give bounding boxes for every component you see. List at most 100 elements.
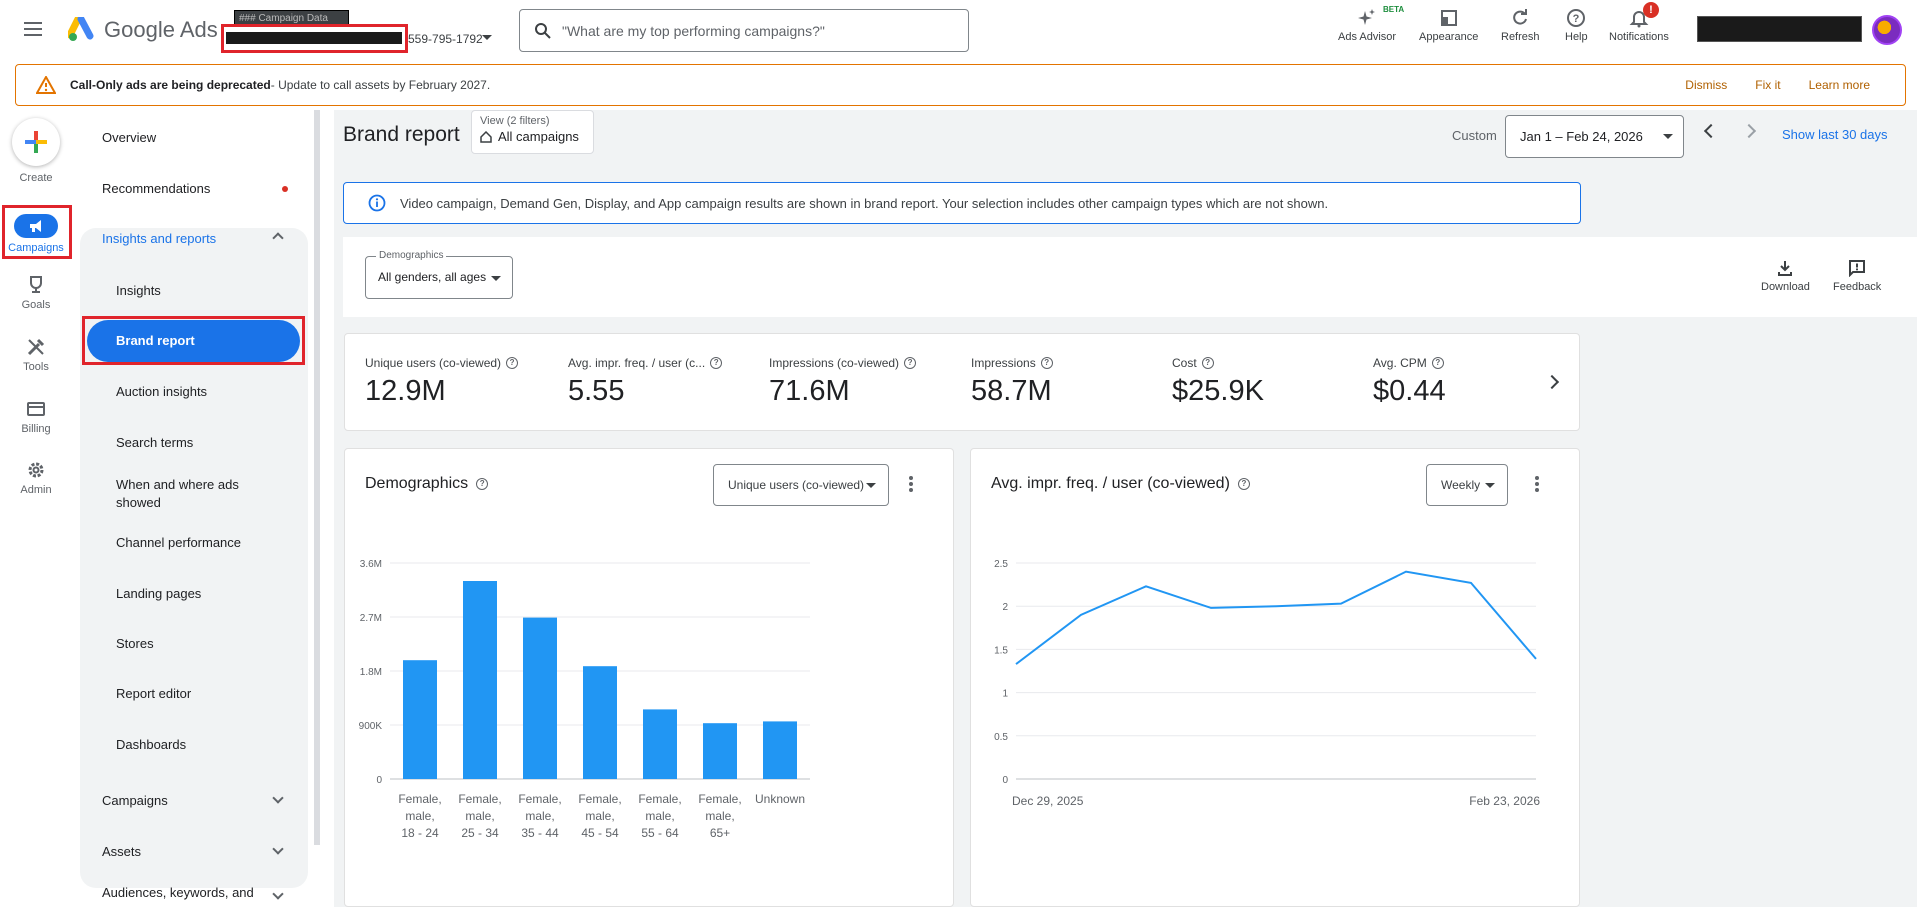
x-tick-label: male,: [465, 809, 494, 823]
x-tick-label: 25 - 34: [461, 826, 499, 840]
rail-billing[interactable]: Billing: [0, 399, 72, 435]
help-icon[interactable]: ?: [710, 357, 723, 369]
chevron-down-icon: [272, 843, 284, 855]
help-icon[interactable]: ?: [904, 357, 917, 369]
more-options-icon[interactable]: [1535, 476, 1539, 494]
download-button[interactable]: Download: [1761, 259, 1810, 293]
bell-icon: [1629, 11, 1649, 28]
sidebar-item-search-terms[interactable]: Search terms: [116, 435, 194, 450]
rail-admin[interactable]: Admin: [0, 460, 72, 496]
sidebar-item-campaigns[interactable]: Campaigns: [80, 786, 308, 816]
sidebar-item-channel-performance[interactable]: Channel performance: [116, 535, 242, 550]
help-button[interactable]: ? Help: [1565, 8, 1588, 43]
rail-campaigns[interactable]: Campaigns: [0, 214, 72, 254]
notifications-button[interactable]: Notifications: [1609, 8, 1669, 43]
y-tick-label: 2.5: [994, 559, 1008, 570]
create-label: Create: [19, 172, 53, 184]
help-icon[interactable]: ?: [1040, 357, 1053, 369]
download-icon: [1778, 261, 1793, 276]
account-name-redacted[interactable]: [226, 32, 402, 44]
sidebar-item-dashboards[interactable]: Dashboards: [116, 737, 187, 752]
avatar[interactable]: [1872, 15, 1902, 45]
google-ads-logo[interactable]: Google Ads: [68, 17, 218, 43]
dismiss-button[interactable]: Dismiss: [1685, 78, 1728, 92]
sidebar-item-insights[interactable]: Insights: [116, 283, 161, 298]
hamburger-menu-icon[interactable]: [24, 18, 50, 44]
rail-goals[interactable]: Goals: [0, 275, 72, 311]
plus-icon: [12, 118, 60, 166]
account-name-highlight: [221, 24, 408, 53]
appearance-button[interactable]: Appearance: [1419, 8, 1478, 43]
metric-label: Impressions: [971, 356, 1036, 370]
account-id[interactable]: 559-795-1792: [408, 32, 483, 46]
brand-report-highlight: [82, 316, 305, 365]
metric-impressions[interactable]: Impressions? 58.7M: [971, 356, 1053, 408]
x-tick-label: 35 - 44: [521, 826, 559, 840]
campaigns-nav-label: Campaigns: [102, 793, 168, 808]
metric-value: 71.6M: [769, 375, 850, 407]
sidebar-item-assets[interactable]: Assets: [80, 837, 308, 867]
billing-label: Billing: [21, 423, 51, 435]
metric-label: Cost: [1172, 356, 1197, 370]
demographics-bar-chart: 0 900K 1.8M 2.7M 3.6M Female, male, 18 - 24 Fema…: [359, 559, 810, 840]
account-chevron-down-icon[interactable]: [482, 35, 492, 40]
sidebar-item-auction-insights[interactable]: Auction insights: [116, 384, 208, 399]
show-last-30-days-link[interactable]: Show last 30 days: [1782, 127, 1888, 142]
sparkle-icon: [1358, 9, 1376, 25]
info-text: Video campaign, Demand Gen, Display, and…: [400, 195, 1329, 211]
x-tick-label: Female,: [518, 792, 561, 806]
metric-avg-freq[interactable]: Avg. impr. freq. / user (c...? 5.55: [568, 356, 723, 408]
help-icon[interactable]: ?: [1237, 478, 1250, 490]
fix-it-button[interactable]: Fix it: [1755, 78, 1781, 92]
sidebar-item-overview[interactable]: Overview: [102, 130, 157, 145]
bar: [643, 709, 677, 779]
x-tick-label: 65+: [710, 826, 730, 840]
metric-dropdown[interactable]: Unique users (co-viewed): [713, 464, 889, 506]
feedback-button[interactable]: Feedback: [1833, 259, 1881, 293]
sidebar-item-insights-reports[interactable]: Insights and reports: [80, 224, 308, 254]
more-options-icon[interactable]: [909, 476, 913, 494]
user-account-redacted[interactable]: [1697, 16, 1862, 42]
help-icon[interactable]: ?: [1431, 357, 1444, 369]
help-icon[interactable]: ?: [1201, 357, 1214, 369]
metric-avg-cpm[interactable]: Avg. CPM? $0.44: [1373, 356, 1446, 408]
rail-tools[interactable]: Tools: [0, 337, 72, 373]
sidebar-scrollbar[interactable]: [314, 110, 320, 845]
help-icon[interactable]: ?: [506, 357, 519, 369]
metric-cost[interactable]: Cost? $25.9K: [1172, 356, 1264, 408]
chevron-down-icon: [272, 792, 284, 804]
learn-more-link[interactable]: Learn more: [1808, 78, 1870, 92]
sidebar-item-recommendations[interactable]: Recommendations: [80, 174, 308, 204]
date-range-picker[interactable]: Jan 1 – Feb 24, 2026: [1505, 115, 1684, 158]
google-ads-logo-icon: [68, 17, 94, 41]
sidebar-item-audiences[interactable]: Audiences, keywords, and: [80, 878, 308, 908]
refresh-button[interactable]: Refresh: [1501, 8, 1540, 43]
metric-unique-users[interactable]: Unique users (co-viewed)? 12.9M: [365, 356, 519, 408]
view-filter-button[interactable]: View (2 filters) All campaigns: [471, 110, 594, 154]
ads-advisor-button[interactable]: Ads Advisor: [1338, 8, 1396, 43]
search-bar[interactable]: "What are my top performing campaigns?": [519, 9, 969, 52]
create-button[interactable]: Create: [0, 118, 72, 184]
metric-label: Unique users (co-viewed): [365, 356, 502, 370]
demographics-filter[interactable]: Demographics All genders, all ages: [365, 250, 513, 299]
bar: [583, 666, 617, 779]
sidebar-item-landing-pages[interactable]: Landing pages: [116, 586, 202, 601]
refresh-label: Refresh: [1501, 31, 1540, 43]
feedback-label: Feedback: [1833, 281, 1882, 293]
sidebar-item-report-editor[interactable]: Report editor: [116, 686, 192, 701]
sidebar-item-brand-report[interactable]: Brand report: [87, 320, 300, 362]
date-range-value: Jan 1 – Feb 24, 2026: [1520, 129, 1643, 144]
caret-down-icon: [1663, 134, 1673, 139]
notification-badge: !: [1643, 2, 1659, 18]
sidebar-item-stores[interactable]: Stores: [116, 636, 154, 651]
metric-impressions-coviewed[interactable]: Impressions (co-viewed)? 71.6M: [769, 356, 917, 408]
help-icon[interactable]: ?: [476, 478, 489, 490]
campaigns-rail-label: Campaigns: [8, 242, 64, 254]
recommendations-label: Recommendations: [102, 181, 211, 196]
y-tick-label: 0: [1002, 775, 1008, 786]
granularity-dropdown[interactable]: Weekly: [1426, 464, 1508, 506]
megaphone-icon: [14, 214, 58, 238]
sidebar-item-when-where[interactable]: When and where ads showed: [116, 477, 239, 510]
x-tick-label: Female,: [698, 792, 741, 806]
notifications-label: Notifications: [1609, 31, 1669, 43]
